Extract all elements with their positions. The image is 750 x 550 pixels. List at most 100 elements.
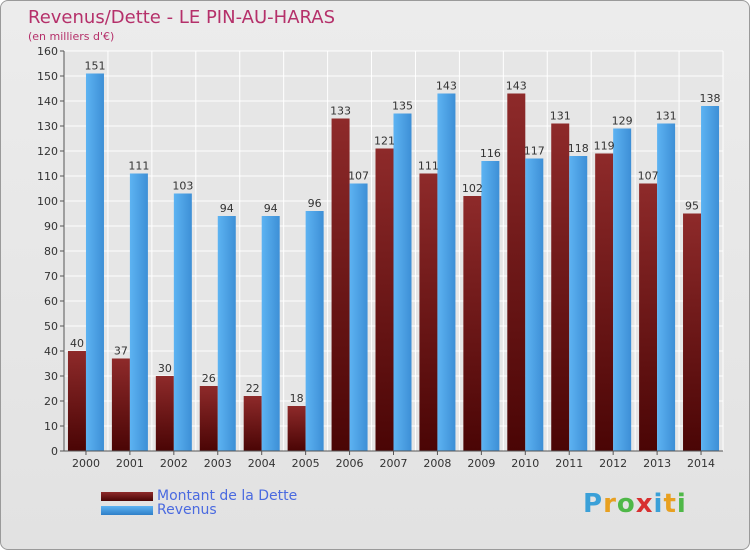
y-tick-label: 80 — [44, 245, 58, 258]
y-tick-label: 130 — [37, 120, 58, 133]
data-label-debt: 102 — [462, 182, 483, 195]
bar-debt — [419, 173, 438, 451]
y-tick-label: 150 — [37, 70, 58, 83]
data-label-debt: 131 — [550, 110, 571, 123]
legend-swatch-revenue — [101, 505, 153, 515]
logo-letter: t — [663, 489, 677, 519]
logo-letter: r — [603, 489, 617, 519]
data-label-debt: 37 — [114, 345, 128, 358]
logo-letter: i — [653, 489, 664, 519]
data-label-revenue: 103 — [172, 180, 193, 193]
x-tick-label: 2010 — [511, 457, 539, 470]
legend-label-debt: Montant de la Dette — [157, 488, 298, 504]
data-label-revenue: 107 — [348, 170, 369, 183]
x-tick-label: 2005 — [292, 457, 320, 470]
x-tick-label: 2013 — [643, 457, 671, 470]
bar-debt — [155, 376, 174, 451]
bar-debt — [331, 118, 350, 451]
y-tick-label: 20 — [44, 395, 58, 408]
data-label-revenue: 138 — [700, 92, 721, 105]
y-tick-label: 140 — [37, 95, 58, 108]
data-label-revenue: 117 — [524, 145, 545, 158]
data-label-debt: 40 — [70, 337, 84, 350]
chart-title: Revenus/Dette - LE PIN-AU-HARAS — [28, 7, 336, 28]
data-label-revenue: 94 — [264, 202, 278, 215]
logo-letter: P — [583, 489, 604, 519]
data-label-debt: 143 — [506, 80, 527, 93]
bar-revenue — [525, 158, 544, 451]
data-label-revenue: 116 — [480, 147, 501, 160]
legend-item-revenue: Revenus — [101, 502, 217, 518]
bar-debt — [463, 196, 482, 451]
x-tick-label: 2000 — [72, 457, 100, 470]
bar-debt — [199, 386, 218, 451]
y-tick-label: 10 — [44, 420, 58, 433]
bar-debt — [551, 123, 570, 451]
bar-debt — [111, 358, 130, 451]
bar-revenue — [349, 183, 368, 451]
data-label-revenue: 135 — [392, 100, 413, 113]
bar-revenue — [393, 113, 412, 451]
y-tick-label: 60 — [44, 295, 58, 308]
x-tick-label: 2007 — [380, 457, 408, 470]
data-label-debt: 95 — [685, 200, 699, 213]
bar-revenue — [173, 193, 192, 451]
data-label-debt: 107 — [638, 170, 659, 183]
x-tick-label: 2011 — [555, 457, 583, 470]
bar-debt — [507, 93, 526, 451]
data-label-debt: 111 — [418, 160, 439, 173]
chart-subtitle: (en milliers d'€) — [28, 30, 115, 43]
data-label-debt: 18 — [290, 392, 304, 405]
x-tick-label: 2002 — [160, 457, 188, 470]
y-tick-label: 40 — [44, 345, 58, 358]
y-tick-label: 50 — [44, 320, 58, 333]
logo-letter: x — [635, 489, 654, 519]
logo-letter: o — [616, 489, 636, 519]
y-tick-label: 110 — [37, 170, 58, 183]
data-label-revenue: 118 — [568, 142, 589, 155]
bar-debt — [595, 153, 614, 451]
data-label-revenue: 151 — [84, 60, 105, 73]
y-tick-label: 30 — [44, 370, 58, 383]
bar-debt — [639, 183, 658, 451]
y-tick-label: 160 — [37, 45, 58, 58]
data-label-debt: 119 — [594, 140, 615, 153]
data-label-revenue: 129 — [612, 115, 633, 128]
bar-revenue — [305, 211, 324, 451]
proxiti-logo: Proxiti — [583, 489, 687, 519]
data-label-revenue: 143 — [436, 80, 457, 93]
y-tick-label: 100 — [37, 195, 58, 208]
bar-revenue — [569, 156, 588, 451]
legend-item-debt: Montant de la Dette — [101, 488, 297, 504]
logo-letter: i — [676, 489, 687, 519]
legend-label-revenue: Revenus — [157, 502, 217, 518]
y-tick-label: 70 — [44, 270, 58, 283]
x-tick-label: 2001 — [116, 457, 144, 470]
x-tick-label: 2012 — [599, 457, 627, 470]
x-tick-label: 2014 — [687, 457, 715, 470]
x-tick-label: 2004 — [248, 457, 276, 470]
bar-revenue — [261, 216, 280, 451]
x-tick-label: 2003 — [204, 457, 232, 470]
bar-revenue — [657, 123, 676, 451]
bar-debt — [375, 148, 394, 451]
data-label-debt: 26 — [202, 372, 216, 385]
bar-revenue — [129, 173, 148, 451]
bar-revenue — [437, 93, 456, 451]
bar-revenue — [613, 128, 632, 451]
x-tick-label: 2009 — [467, 457, 495, 470]
legend-swatch-debt — [101, 491, 153, 501]
bar-revenue — [481, 161, 500, 451]
data-label-revenue: 96 — [308, 197, 322, 210]
data-label-debt: 121 — [374, 135, 395, 148]
data-label-revenue: 94 — [220, 202, 234, 215]
bar-revenue — [701, 106, 720, 451]
bar-debt — [243, 396, 262, 451]
x-tick-label: 2006 — [336, 457, 364, 470]
y-tick-label: 120 — [37, 145, 58, 158]
bar-revenue — [85, 73, 104, 451]
bar-debt — [287, 406, 306, 451]
y-tick-label: 90 — [44, 220, 58, 233]
